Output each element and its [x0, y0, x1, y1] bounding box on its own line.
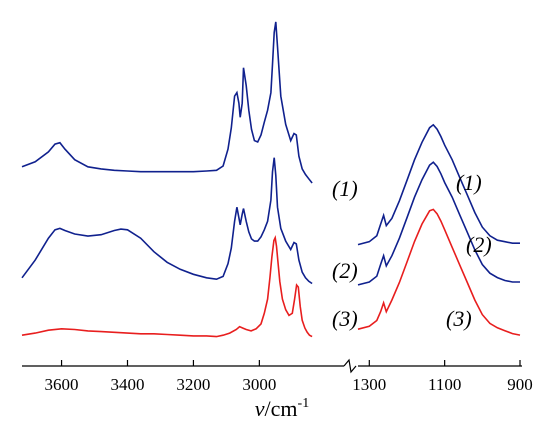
- x-tick-label: 3200: [176, 375, 210, 394]
- x-tick-label: 1100: [428, 375, 461, 394]
- curve-label-2: (2): [332, 258, 358, 283]
- spectrum-line-3: [21, 234, 313, 338]
- spectrum-line-2: [21, 157, 313, 285]
- spectrum-line-1: [357, 123, 520, 246]
- curve-label-3: (3): [446, 306, 472, 331]
- spectrum-line-1: [21, 21, 313, 184]
- curve-label-1: (1): [456, 170, 482, 195]
- axis-break-mark: [343, 358, 357, 374]
- x-tick-label: 3000: [242, 375, 276, 394]
- x-tick-label: 900: [507, 375, 533, 394]
- x-axis-label: v/cm-1: [255, 396, 309, 421]
- x-axis: v/cm-1: [22, 358, 522, 421]
- curve-label-2: (2): [466, 232, 492, 257]
- x-axis-label-unit: /cm: [265, 396, 298, 421]
- spectrum-line-3: [357, 208, 521, 336]
- x-axis-label-exponent: -1: [298, 396, 310, 411]
- right-panel: 1300 1100 900 (1) (2) (3): [352, 123, 533, 394]
- left-panel: 3600 3400 3200 3000 (1) (2) (3): [21, 21, 358, 394]
- x-tick-label: 1300: [352, 375, 386, 394]
- curve-label-1: (1): [332, 176, 358, 201]
- x-tick-label: 3600: [45, 375, 79, 394]
- curve-label-3: (3): [332, 306, 358, 331]
- x-tick-label: 3400: [110, 375, 144, 394]
- spectrum-line-2: [357, 161, 520, 286]
- x-axis-label-variable: v: [255, 396, 265, 421]
